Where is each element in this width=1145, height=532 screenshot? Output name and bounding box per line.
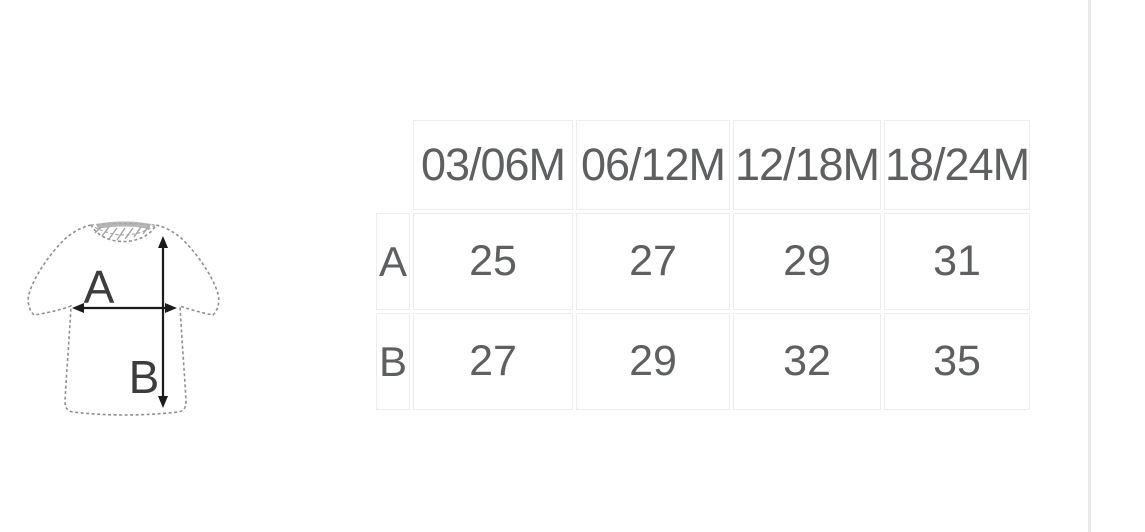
cell-b-12-18m: 32 [733, 313, 881, 410]
column-header-06-12m: 06/12M [576, 120, 730, 210]
collar-hatch-lines [94, 225, 150, 241]
diagram-label-b: B [129, 351, 160, 403]
column-header-03-06m: 03/06M [413, 120, 573, 210]
size-table: 03/06M 06/12M 12/18M 18/24M A 25 27 29 3… [373, 117, 1033, 413]
width-arrow [72, 303, 177, 313]
cell-b-03-06m: 27 [413, 313, 573, 410]
cell-a-03-06m: 25 [413, 213, 573, 310]
row-label-b: B [376, 313, 410, 410]
panel-divider [1088, 0, 1091, 532]
cell-a-06-12m: 27 [576, 213, 730, 310]
cell-b-18-24m: 35 [884, 313, 1031, 410]
table-row-a: A 25 27 29 31 [376, 213, 1031, 310]
corner-cell [376, 120, 410, 210]
row-label-a: A [376, 213, 410, 310]
tshirt-icon: A B [27, 221, 220, 416]
size-table-container: 03/06M 06/12M 12/18M 18/24M A 25 27 29 3… [373, 117, 1033, 413]
diagram-label-a: A [84, 261, 115, 313]
tshirt-outline [27, 224, 220, 416]
cell-a-12-18m: 29 [733, 213, 881, 310]
table-row-b: B 27 29 32 35 [376, 313, 1031, 410]
column-header-18-24m: 18/24M [884, 120, 1030, 210]
collar-band [89, 222, 158, 236]
cell-a-18-24m: 31 [884, 213, 1031, 310]
length-arrow [158, 236, 168, 408]
cell-b-06-12m: 29 [576, 313, 730, 410]
tshirt-measurement-diagram: A B [15, 195, 275, 440]
collar-bar [96, 221, 151, 229]
size-table-header-row: 03/06M 06/12M 12/18M 18/24M [376, 120, 1030, 210]
column-header-12-18m: 12/18M [733, 120, 881, 210]
